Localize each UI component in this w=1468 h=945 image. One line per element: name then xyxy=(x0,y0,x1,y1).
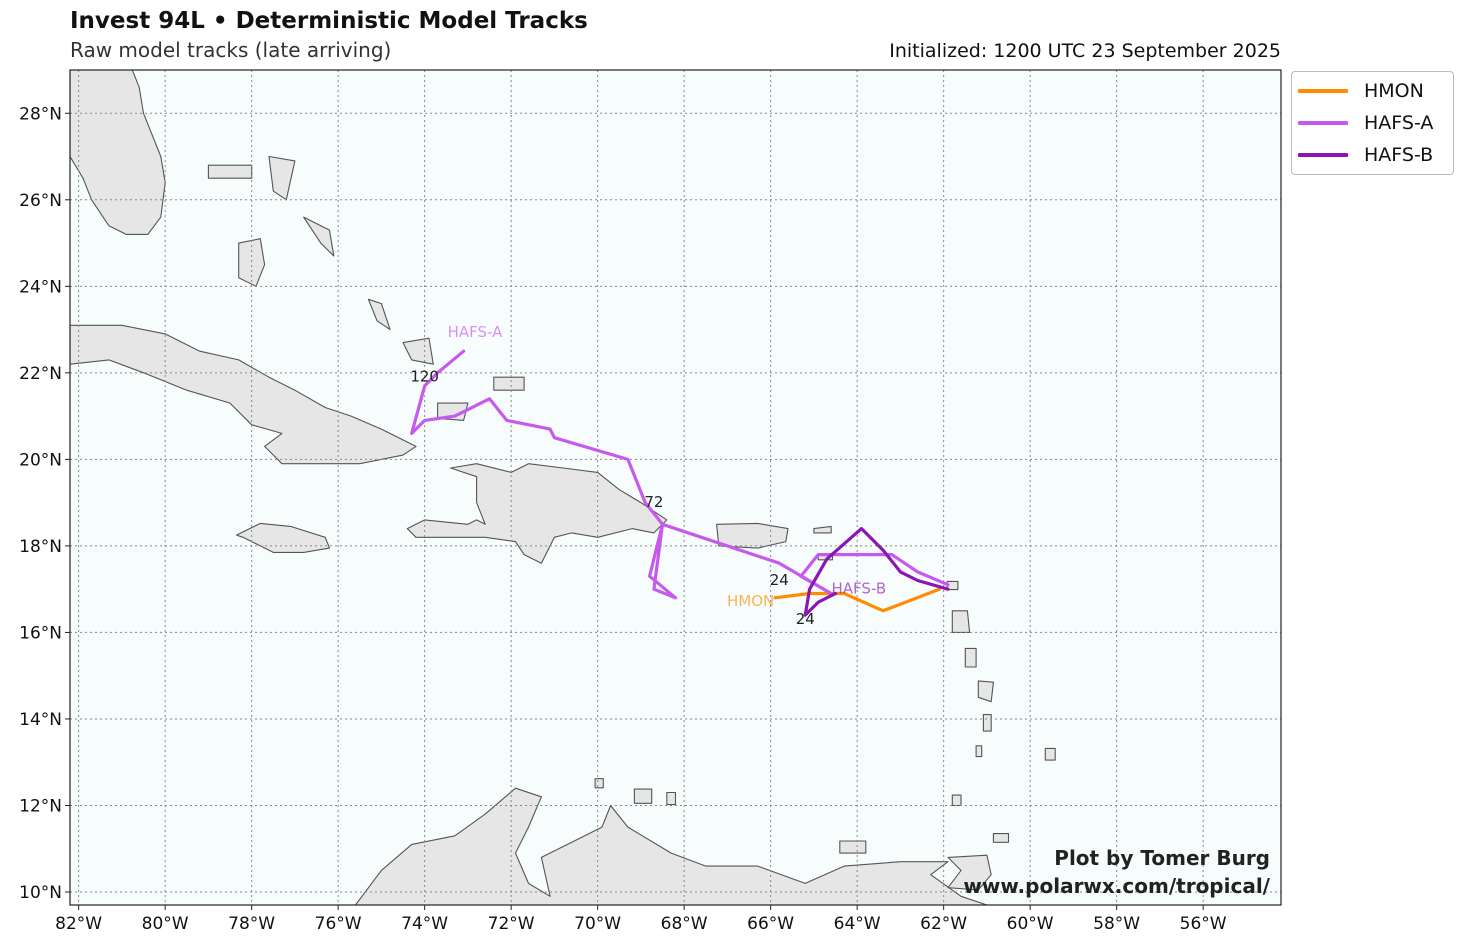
y-tick-label: 20°N xyxy=(19,450,62,470)
caicos-island xyxy=(493,376,525,391)
x-tick-label: 82°W xyxy=(55,914,102,934)
y-tick-label: 28°N xyxy=(19,104,62,124)
x-tick-label: 72°W xyxy=(488,914,535,934)
st-lucia-island xyxy=(982,714,992,732)
track-name-label-hmon: HMON xyxy=(727,592,774,610)
y-tick-label: 26°N xyxy=(19,191,62,211)
credit-url: www.polarwx.com/tropical/ xyxy=(963,874,1270,898)
legend-label: HAFS-B xyxy=(1364,144,1434,166)
acklins-island xyxy=(402,337,434,365)
trinidad-land xyxy=(947,854,992,891)
axis-ticks: 82°W 80°W 78°W 76°W 74°W 72°W 70°W 68°W 66°W 64°W… xyxy=(19,104,1227,934)
forecast-hour-label: 120 xyxy=(410,368,439,386)
x-tick-label: 70°W xyxy=(574,914,621,934)
eleuthera-island xyxy=(303,216,335,257)
track-name-label-hafs-a: HAFS-A xyxy=(448,323,504,341)
hispaniola-land xyxy=(406,463,668,564)
long-island-bahamas xyxy=(367,298,391,331)
x-tick-label: 62°W xyxy=(920,914,967,934)
graticule xyxy=(70,70,1281,905)
florida-land xyxy=(70,70,166,235)
x-tick-label: 58°W xyxy=(1093,914,1140,934)
y-tick-label: 24°N xyxy=(19,277,62,297)
initialized-time: Initialized: 1200 UTC 23 September 2025 xyxy=(889,40,1281,62)
x-tick-label: 64°W xyxy=(834,914,881,934)
y-tick-label: 16°N xyxy=(19,623,62,643)
track-labels: HMON HAFS-A 72 120 HAFS-B 24 24 xyxy=(410,323,886,628)
forecast-hour-label: 72 xyxy=(644,493,663,511)
aruba-island xyxy=(594,778,604,789)
track-line-hafs-a xyxy=(410,349,950,600)
x-tick-label: 56°W xyxy=(1180,914,1227,934)
legend-item-hmon: HMON xyxy=(1298,79,1424,103)
legend: HMON HAFS-A HAFS-B xyxy=(1291,71,1454,175)
x-tick-label: 68°W xyxy=(661,914,708,934)
guadeloupe-island xyxy=(951,610,971,633)
track-line-hmon xyxy=(773,587,941,613)
y-tick-label: 22°N xyxy=(19,364,62,384)
bonaire-island xyxy=(666,791,677,806)
y-tick-label: 14°N xyxy=(19,710,62,730)
dominica-island xyxy=(964,647,977,668)
x-tick-label: 76°W xyxy=(315,914,362,934)
legend-item-hafs-a: HAFS-A xyxy=(1298,111,1433,135)
figure-subtitle: Raw model tracks (late arriving) xyxy=(70,38,392,62)
x-tick-label: 80°W xyxy=(142,914,189,934)
credit-author: Plot by Tomer Burg xyxy=(1054,846,1270,870)
grand-bahama-island xyxy=(207,164,253,179)
barbados-island xyxy=(1044,747,1056,761)
forecast-hour-label: 24 xyxy=(796,610,815,628)
y-tick-label: 12°N xyxy=(19,796,62,816)
legend-item-hafs-b: HAFS-B xyxy=(1298,143,1433,167)
martinique-island xyxy=(977,680,994,703)
tobago-island xyxy=(992,833,1010,843)
y-tick-label: 10°N xyxy=(19,883,62,903)
track-name-label-hafs-b: HAFS-B xyxy=(832,579,887,597)
legend-swatch-hafs-a xyxy=(1298,121,1348,125)
legend-swatch-hmon xyxy=(1298,89,1348,93)
x-tick-label: 78°W xyxy=(228,914,275,934)
jamaica-land xyxy=(235,522,331,553)
x-tick-label: 66°W xyxy=(747,914,794,934)
curacao-island xyxy=(633,788,653,804)
figure-title: Invest 94L • Deterministic Model Tracks xyxy=(70,8,588,34)
credit-block: Plot by Tomer Burg www.polarwx.com/tropi… xyxy=(963,844,1270,900)
virgin-islands xyxy=(813,525,832,534)
st-vincent-island xyxy=(975,745,983,758)
margarita-island xyxy=(839,840,867,854)
x-tick-label: 74°W xyxy=(401,914,448,934)
forecast-hour-label: 24 xyxy=(770,571,789,589)
legend-label: HMON xyxy=(1364,80,1424,102)
model-tracks xyxy=(410,349,950,617)
map-frame xyxy=(69,69,1282,906)
andros-island xyxy=(238,238,266,287)
x-tick-label: 60°W xyxy=(1007,914,1054,934)
antigua-island xyxy=(946,580,959,591)
grenada-island xyxy=(951,794,962,807)
y-tick-label: 18°N xyxy=(19,537,62,557)
legend-label: HAFS-A xyxy=(1364,112,1434,134)
ocean-background xyxy=(70,70,1281,905)
legend-swatch-hafs-b xyxy=(1298,153,1348,157)
track-line-hafs-b xyxy=(803,526,950,617)
